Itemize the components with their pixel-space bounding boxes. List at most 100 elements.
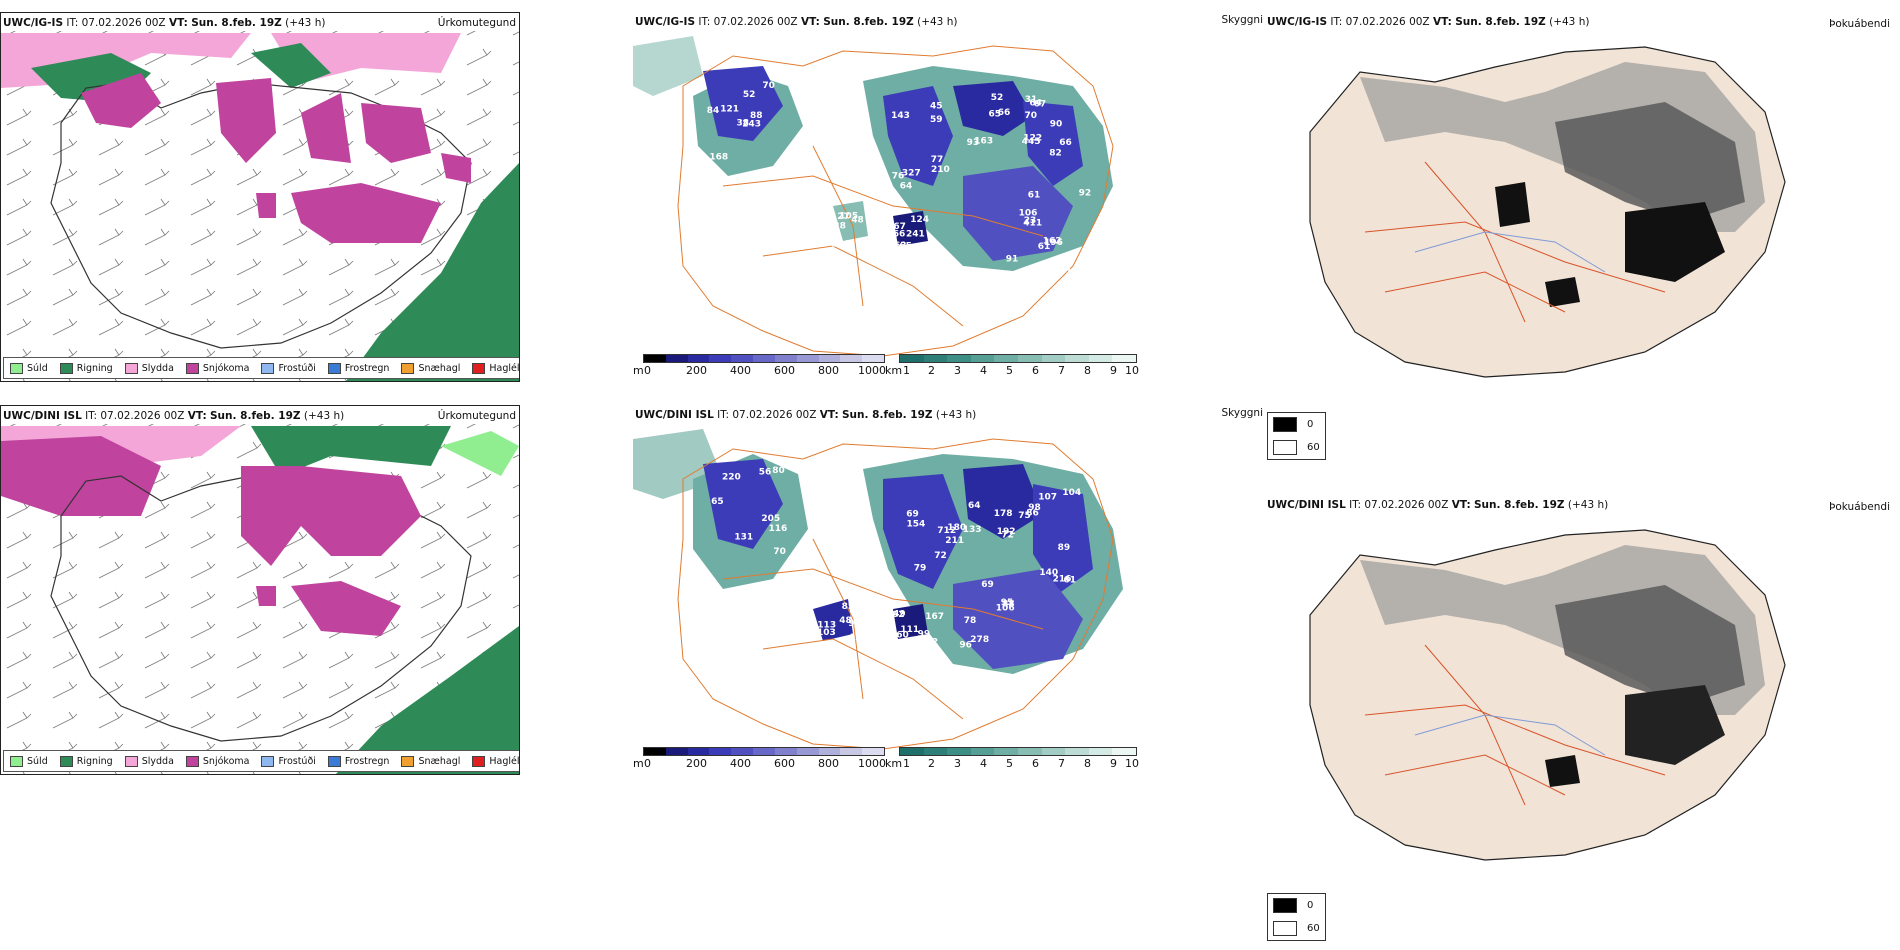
- field-title: Úrkomutegund: [437, 410, 516, 422]
- cloud-base-value: 85: [842, 602, 855, 612]
- cloudbase-colorbar-strip: [643, 747, 885, 756]
- cloud-base-value: 88: [1002, 599, 1015, 609]
- visibility-unit: km: [885, 364, 903, 377]
- cloud-base-value: 196: [1044, 238, 1063, 248]
- cloud-base-value: 99: [918, 629, 931, 639]
- cloud-base-value: 69: [981, 580, 994, 590]
- tick: 0: [644, 364, 651, 377]
- cloud-base-value: 162: [1043, 237, 1062, 247]
- panel-header: UWC/DINI ISL IT: 07.02.2026 00Z VT: Sun.…: [3, 410, 345, 422]
- lead-time: (+43 h): [935, 409, 977, 421]
- cloud-base-value: 121: [720, 104, 739, 114]
- cloud-base-value: 86: [1026, 508, 1039, 518]
- model-name: UWC/DINI ISL: [635, 409, 714, 421]
- tick: 4: [980, 757, 987, 770]
- cloud-base-value: 45: [930, 101, 943, 111]
- tick: 1000: [858, 364, 886, 377]
- cloud-base-value: 59: [930, 115, 943, 125]
- cloud-base-value: 89: [1058, 543, 1071, 553]
- tick: 2: [928, 364, 935, 377]
- tick: 4: [980, 364, 987, 377]
- legend-item: Haglél: [472, 755, 519, 767]
- cloud-base-value: 93: [826, 222, 839, 232]
- model-name: UWC/DINI ISL: [1267, 499, 1346, 511]
- cloud-base-value: 70: [1025, 111, 1038, 121]
- cloud-base-value: 113: [817, 620, 836, 630]
- cloud-base-value: 90: [1050, 120, 1063, 130]
- cloud-base-value: 70: [762, 81, 775, 91]
- precip-legend: Súld Rigning Slydda Snjókoma Frostúði Fr…: [3, 357, 519, 379]
- tick: 400: [730, 364, 751, 377]
- cloud-base-value: 88: [750, 111, 763, 121]
- cloud-base-value: 48: [839, 616, 852, 626]
- tick: 9: [1110, 364, 1117, 377]
- fog-map: [1309, 529, 1786, 861]
- cloud-base-value: 278: [970, 635, 989, 645]
- cloud-base-value: 131: [734, 532, 753, 542]
- cloud-base-value: 178: [994, 509, 1013, 519]
- legend-item: Frostúði: [261, 362, 316, 374]
- precip-map: [1, 31, 519, 381]
- cloud-base-value: 66: [1059, 138, 1072, 148]
- visibility-colorbar: km 1 2 3 4 5 6 7 8 9 10: [885, 747, 1139, 773]
- cloud-base-value: 65: [989, 109, 1002, 119]
- tick: 200: [686, 757, 707, 770]
- valid-time: Sun. 8.feb. 19Z: [1474, 499, 1565, 511]
- legend-item: Súld: [10, 755, 48, 767]
- lead-time: (+43 h): [303, 410, 345, 422]
- cloud-base-value: 93: [967, 138, 980, 148]
- tick: 6: [1032, 364, 1039, 377]
- tick: 3: [954, 364, 961, 377]
- cloud-base-value: 92: [1079, 189, 1092, 199]
- lead-time: (+43 h): [285, 17, 326, 29]
- cloud-base-value: 66: [998, 108, 1011, 118]
- init-time: 07.02.2026 00Z: [1364, 499, 1449, 511]
- cloud-base-value: 128: [827, 221, 846, 231]
- cloudbase-visibility-panel-row2: UWC/DINI ISL IT: 07.02.2026 00Z VT: Sun.…: [633, 405, 1263, 773]
- cloud-base-value: 111: [900, 625, 919, 635]
- panel-header: UWC/DINI ISL IT: 07.02.2026 00Z VT: Sun.…: [635, 409, 977, 421]
- cloud-base-value: 192: [997, 527, 1016, 537]
- cloud-base-value: 143: [891, 111, 910, 121]
- cloud-base-value: 48: [851, 216, 864, 226]
- cloud-base-value: 60: [896, 631, 909, 641]
- cloud-base-value: 23: [1024, 216, 1037, 226]
- cloud-base-value: 38: [737, 119, 750, 129]
- tick: 3: [954, 757, 961, 770]
- cloud-base-value: 56: [759, 468, 772, 478]
- cloud-base-value: 69: [906, 510, 919, 520]
- cloud-base-value: 122: [1023, 134, 1042, 144]
- cloud-base-value: 78: [964, 616, 977, 626]
- cloud-base-value: 163: [974, 136, 993, 146]
- tick: 0: [644, 757, 651, 770]
- tick: 1: [903, 364, 910, 377]
- cloud-base-value: 104: [1062, 488, 1081, 498]
- cloud-base-value: 133: [963, 525, 982, 535]
- legend-item: Frostregn: [327, 362, 389, 374]
- visibility-colorbar: km 1 2 3 4 5 6 7 8 9 10: [885, 354, 1139, 380]
- visibility-unit: km: [885, 757, 903, 770]
- cloud-base-value: 140: [1039, 568, 1058, 578]
- fog-legend-entry: 0: [1268, 894, 1325, 917]
- cloud-base-value: 64: [900, 181, 913, 191]
- visibility-colorbar-strip: [899, 747, 1137, 756]
- cloudbase-visibility-panel-row1: UWC/IG-IS IT: 07.02.2026 00Z VT: Sun. 8.…: [633, 12, 1263, 380]
- tick: 5: [1006, 757, 1013, 770]
- tick: 400: [730, 757, 751, 770]
- tick: 8: [1084, 364, 1091, 377]
- cloudbase-unit: m: [633, 757, 644, 770]
- cloud-base-value: 65: [899, 241, 912, 251]
- tick: 1: [903, 757, 910, 770]
- cloud-base-value: 72: [934, 551, 947, 561]
- cloud-base-value: 220: [722, 473, 741, 483]
- cloud-base-value: 70: [773, 547, 786, 557]
- cloudbase-colorbar: m 0 200 400 600 800 1000: [633, 354, 886, 380]
- init-time: 07.02.2026 00Z: [713, 16, 798, 28]
- cloud-base-value: 61: [1028, 191, 1041, 201]
- legend-item: Slydda: [124, 362, 174, 374]
- fog-index-panel-row2: UWC/DINI ISL IT: 07.02.2026 00Z VT: Sun.…: [1265, 495, 1900, 885]
- precip-type-panel-row2: UWC/DINI ISL IT: 07.02.2026 00Z VT: Sun.…: [0, 405, 520, 775]
- cloud-base-value: 105: [839, 212, 858, 222]
- cloud-base-value: 121: [850, 633, 869, 643]
